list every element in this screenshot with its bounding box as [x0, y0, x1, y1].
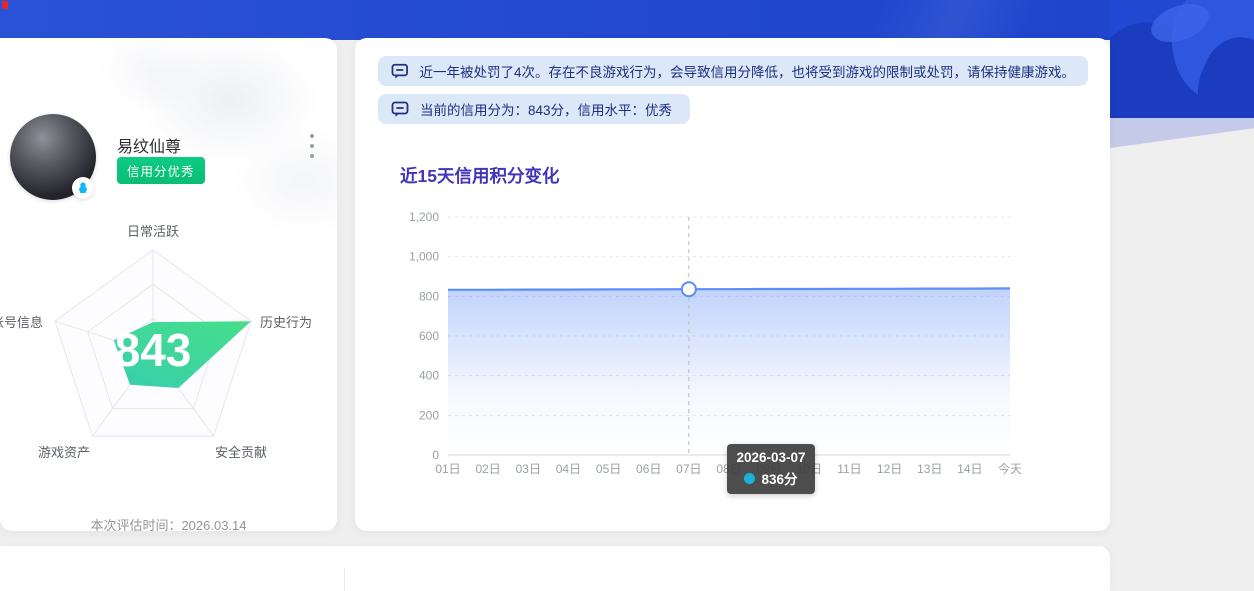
x-axis-label: 03日: [516, 462, 541, 476]
radar-axis-daily-activity: 日常活跃: [127, 224, 180, 239]
banner-diagonal-band: [1110, 118, 1254, 148]
x-axis-label: 05日: [596, 462, 621, 476]
evaluation-time: 本次评估时间：2026.03.14: [90, 518, 247, 531]
penalty-notice: 近一年被处罚了4次。存在不良游戏行为，会导致信用分降低，也将受到游戏的限制或处罚…: [378, 56, 1088, 86]
x-axis-label: 14日: [957, 462, 982, 476]
credit-score-value: 843: [115, 324, 192, 376]
radar-axis-security-contrib: 安全贡献: [215, 445, 268, 460]
x-axis-label: 01日: [435, 462, 460, 476]
hover-marker: [680, 281, 697, 298]
current-score-notice: 当前的信用分为：843分，信用水平：优秀: [378, 94, 690, 124]
x-axis-label: 12日: [877, 462, 902, 476]
chart-title: 近15天信用积分变化: [400, 166, 560, 186]
message-bubble-icon: [391, 63, 408, 79]
y-axis-label: 1,000: [409, 250, 439, 264]
x-axis-label: 04日: [556, 462, 581, 476]
radar-axis-history-behavior: 历史行为: [260, 315, 313, 330]
tooltip-value: 836分: [761, 472, 798, 487]
banner-light-streak: [820, 0, 1120, 40]
x-axis-label: 06日: [636, 462, 661, 476]
radar-chart: 843: [54, 249, 252, 437]
credit-line: [448, 287, 1011, 291]
y-axis-label: 800: [419, 289, 439, 303]
y-axis-label: 1,200: [409, 210, 439, 224]
credit-level-badge: 信用分优秀: [117, 157, 205, 184]
top-banner: [0, 0, 1254, 40]
tooltip-date: 2026-03-07: [736, 450, 806, 465]
y-axis-label: 400: [419, 369, 439, 383]
radar-axis-game-assets: 游戏资产: [38, 445, 91, 460]
banner-game-artwork: [1110, 0, 1254, 118]
x-axis-label: 13日: [917, 462, 942, 476]
x-axis-label: 今天: [998, 461, 1022, 476]
more-options-button[interactable]: [305, 132, 319, 160]
user-nickname: 易纹仙尊: [117, 139, 182, 156]
qq-penguin-icon: [72, 177, 94, 199]
bottom-card-divider: [344, 568, 345, 591]
corner-marker: [2, 1, 8, 9]
radar-data-area: [113, 321, 251, 388]
x-axis-label: 07日: [676, 462, 701, 476]
series-dot-icon: [744, 472, 756, 484]
x-axis-label: 11日: [837, 462, 861, 476]
y-axis-label: 200: [419, 408, 439, 422]
message-bubble-icon: [391, 101, 409, 117]
chart-tooltip: 2026-03-07 836分: [727, 444, 815, 494]
radar-axis-account-info: 账号信息: [0, 315, 44, 330]
area-fill: [448, 288, 1010, 455]
profile-card: 易纹仙尊 信用分优秀 843: [0, 38, 337, 531]
notice-text: 近一年被处罚了4次。存在不良游戏行为，会导致信用分降低，也将受到游戏的限制或处罚…: [419, 65, 1075, 80]
y-axis-label: 600: [419, 329, 439, 343]
x-axis-label: 02日: [475, 462, 500, 476]
y-axis-label: 0: [432, 448, 439, 462]
notice-text: 当前的信用分为：843分，信用水平：优秀: [420, 103, 673, 118]
credit-trend-line-chart[interactable]: 0 200 400 600 800 1,000 1,200 01日 02日 03日 04日 05日 06…: [390, 205, 1050, 490]
next-section-card: [0, 546, 1110, 591]
